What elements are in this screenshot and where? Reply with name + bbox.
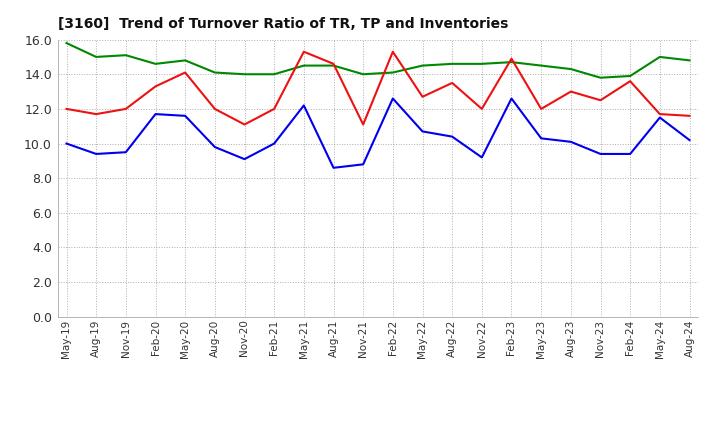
- Trade Receivables: [122, 106, 130, 111]
- Trade Receivables: [329, 61, 338, 66]
- Inventories: [92, 54, 101, 59]
- Trade Receivables: [210, 106, 219, 111]
- Trade Receivables: [240, 122, 249, 127]
- Trade Payables: [359, 161, 367, 167]
- Trade Receivables: [92, 111, 101, 117]
- Inventories: [151, 61, 160, 66]
- Inventories: [507, 59, 516, 65]
- Trade Payables: [655, 115, 664, 120]
- Trade Payables: [389, 96, 397, 101]
- Inventories: [418, 63, 427, 68]
- Inventories: [685, 58, 694, 63]
- Trade Payables: [151, 111, 160, 117]
- Trade Receivables: [151, 84, 160, 89]
- Trade Receivables: [270, 106, 279, 111]
- Trade Receivables: [685, 113, 694, 118]
- Trade Payables: [626, 151, 634, 157]
- Trade Payables: [477, 155, 486, 160]
- Line: Inventories: Inventories: [66, 43, 690, 78]
- Trade Payables: [567, 139, 575, 144]
- Trade Payables: [507, 96, 516, 101]
- Trade Payables: [181, 113, 189, 118]
- Trade Receivables: [596, 98, 605, 103]
- Trade Payables: [122, 150, 130, 155]
- Trade Payables: [537, 136, 546, 141]
- Inventories: [270, 72, 279, 77]
- Trade Receivables: [359, 122, 367, 127]
- Trade Receivables: [181, 70, 189, 75]
- Trade Payables: [300, 103, 308, 108]
- Inventories: [122, 52, 130, 58]
- Inventories: [300, 63, 308, 68]
- Trade Receivables: [567, 89, 575, 94]
- Trade Payables: [62, 141, 71, 146]
- Trade Receivables: [62, 106, 71, 111]
- Trade Payables: [685, 137, 694, 143]
- Inventories: [240, 72, 249, 77]
- Trade Receivables: [626, 78, 634, 84]
- Trade Receivables: [477, 106, 486, 111]
- Trade Payables: [210, 144, 219, 150]
- Inventories: [329, 63, 338, 68]
- Trade Payables: [92, 151, 101, 157]
- Trade Receivables: [507, 56, 516, 61]
- Line: Trade Payables: Trade Payables: [66, 99, 690, 168]
- Inventories: [181, 58, 189, 63]
- Inventories: [62, 40, 71, 46]
- Inventories: [626, 73, 634, 79]
- Trade Receivables: [300, 49, 308, 55]
- Trade Receivables: [418, 94, 427, 99]
- Trade Receivables: [448, 80, 456, 85]
- Inventories: [389, 70, 397, 75]
- Inventories: [359, 72, 367, 77]
- Inventories: [210, 70, 219, 75]
- Inventories: [596, 75, 605, 81]
- Text: [3160]  Trend of Turnover Ratio of TR, TP and Inventories: [3160] Trend of Turnover Ratio of TR, TP…: [58, 18, 508, 32]
- Trade Payables: [448, 134, 456, 139]
- Trade Payables: [596, 151, 605, 157]
- Inventories: [655, 54, 664, 59]
- Inventories: [567, 66, 575, 72]
- Trade Payables: [270, 141, 279, 146]
- Trade Payables: [418, 129, 427, 134]
- Trade Receivables: [655, 111, 664, 117]
- Line: Trade Receivables: Trade Receivables: [66, 52, 690, 125]
- Inventories: [477, 61, 486, 66]
- Trade Payables: [240, 157, 249, 162]
- Trade Receivables: [537, 106, 546, 111]
- Inventories: [448, 61, 456, 66]
- Trade Payables: [329, 165, 338, 170]
- Trade Receivables: [389, 49, 397, 55]
- Inventories: [537, 63, 546, 68]
